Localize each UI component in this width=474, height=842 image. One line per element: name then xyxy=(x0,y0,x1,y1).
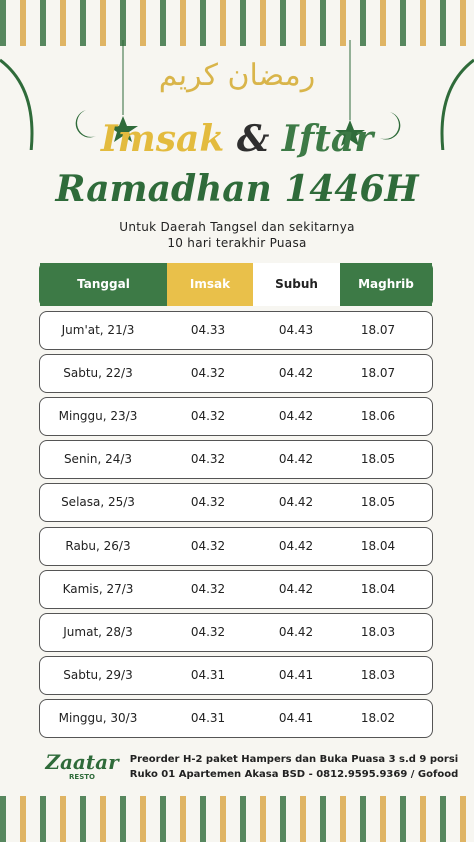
column-header: Tanggal xyxy=(40,263,167,306)
table-row: Senin, 24/3 04.32 04.42 18.05 xyxy=(39,440,433,480)
subtitle: Untuk Daerah Tangsel dan sekitarnya xyxy=(119,220,355,234)
table-cell: 18.04 xyxy=(360,538,396,553)
bottom-border xyxy=(0,796,474,842)
decorations xyxy=(0,40,474,150)
table-cell: 04.41 xyxy=(278,667,314,682)
footer-text: Preorder H-2 paket Hampers dan Buka Puas… xyxy=(129,754,459,765)
column-header: Imsak xyxy=(167,263,253,306)
table-cell: 18.05 xyxy=(360,495,396,510)
table-cell: Senin, 24/3 xyxy=(63,452,133,467)
logo: Zaatar xyxy=(45,750,119,774)
table-cell: Jumat, 28/3 xyxy=(63,624,133,639)
table-cell: 04.32 xyxy=(190,409,226,424)
table-row: Minggu, 30/3 04.31 04.41 18.02 xyxy=(39,698,433,738)
footer-text: Ruko 01 Apartemen Akasa BSD - 0812.9595.… xyxy=(129,769,459,780)
table-cell: 04.32 xyxy=(190,495,226,510)
table-cell: 04.32 xyxy=(190,538,226,553)
table-cell: 18.06 xyxy=(360,409,396,424)
subtitle: 10 hari terakhir Puasa xyxy=(167,236,307,250)
table-row: Sabtu, 22/3 04.32 04.42 18.07 xyxy=(39,354,433,394)
table-cell: Kamis, 27/3 xyxy=(62,581,134,596)
table-cell: 04.32 xyxy=(190,366,226,381)
table-cell: 04.42 xyxy=(278,538,314,553)
table-row: Minggu, 23/3 04.32 04.42 18.06 xyxy=(39,397,433,437)
table-cell: Jum'at, 21/3 xyxy=(61,323,135,337)
table-cell: 04.31 xyxy=(190,710,226,725)
column-header: Subuh xyxy=(253,263,340,306)
table-cell: 04.42 xyxy=(278,581,314,596)
table-row: Rabu, 26/3 04.32 04.42 18.04 xyxy=(39,526,433,566)
title-amp: & xyxy=(236,118,270,160)
table-cell: 04.42 xyxy=(278,409,314,424)
table-row: Sabtu, 29/3 04.31 04.41 18.03 xyxy=(39,655,433,695)
table-cell: 04.32 xyxy=(190,581,226,596)
table-cell: 18.05 xyxy=(360,452,396,467)
table-cell: Selasa, 25/3 xyxy=(61,495,135,510)
table-cell: 04.42 xyxy=(278,495,314,510)
table-cell: 04.42 xyxy=(278,366,314,381)
table-row: Jum'at, 21/3 04.33 04.43 18.07 xyxy=(39,311,433,350)
table-cell: 04.43 xyxy=(278,323,314,337)
table-cell: 04.42 xyxy=(278,624,314,639)
arabic-calligraphy: رمضان كريم xyxy=(158,58,316,93)
table-cell: Sabtu, 29/3 xyxy=(63,667,133,682)
table-cell: 04.41 xyxy=(278,710,314,725)
table-cell: 18.04 xyxy=(360,581,396,596)
table-cell: Minggu, 30/3 xyxy=(58,710,138,725)
title-line1: Imsak & Iftar xyxy=(0,118,474,160)
table-row: Selasa, 25/3 04.32 04.42 18.05 xyxy=(39,483,433,523)
table-cell: 04.32 xyxy=(190,624,226,639)
table-cell: Minggu, 23/3 xyxy=(58,409,138,424)
table-cell: Rabu, 26/3 xyxy=(65,538,131,553)
table-cell: 04.31 xyxy=(190,667,226,682)
table-cell: 04.42 xyxy=(278,452,314,467)
table-row: Jumat, 28/3 04.32 04.42 18.03 xyxy=(39,612,433,652)
title-line2: Ramadhan 1446H xyxy=(55,168,419,210)
table-cell: Sabtu, 22/3 xyxy=(63,366,133,381)
table-cell: 18.02 xyxy=(360,710,396,725)
table-cell: 04.32 xyxy=(190,452,226,467)
title-imsak: Imsak xyxy=(100,118,225,160)
table-cell: 04.33 xyxy=(190,323,226,337)
table-row: Kamis, 27/3 04.32 04.42 18.04 xyxy=(39,569,433,609)
column-header: Maghrib xyxy=(340,263,432,306)
table-cell: 18.07 xyxy=(360,323,396,337)
table-cell: 18.03 xyxy=(360,624,396,639)
table-cell: 18.07 xyxy=(360,366,396,381)
top-border xyxy=(0,0,474,46)
table-cell: 18.03 xyxy=(360,667,396,682)
logo-sub: RESTO xyxy=(69,773,95,781)
title-iftar: Iftar xyxy=(281,118,374,160)
